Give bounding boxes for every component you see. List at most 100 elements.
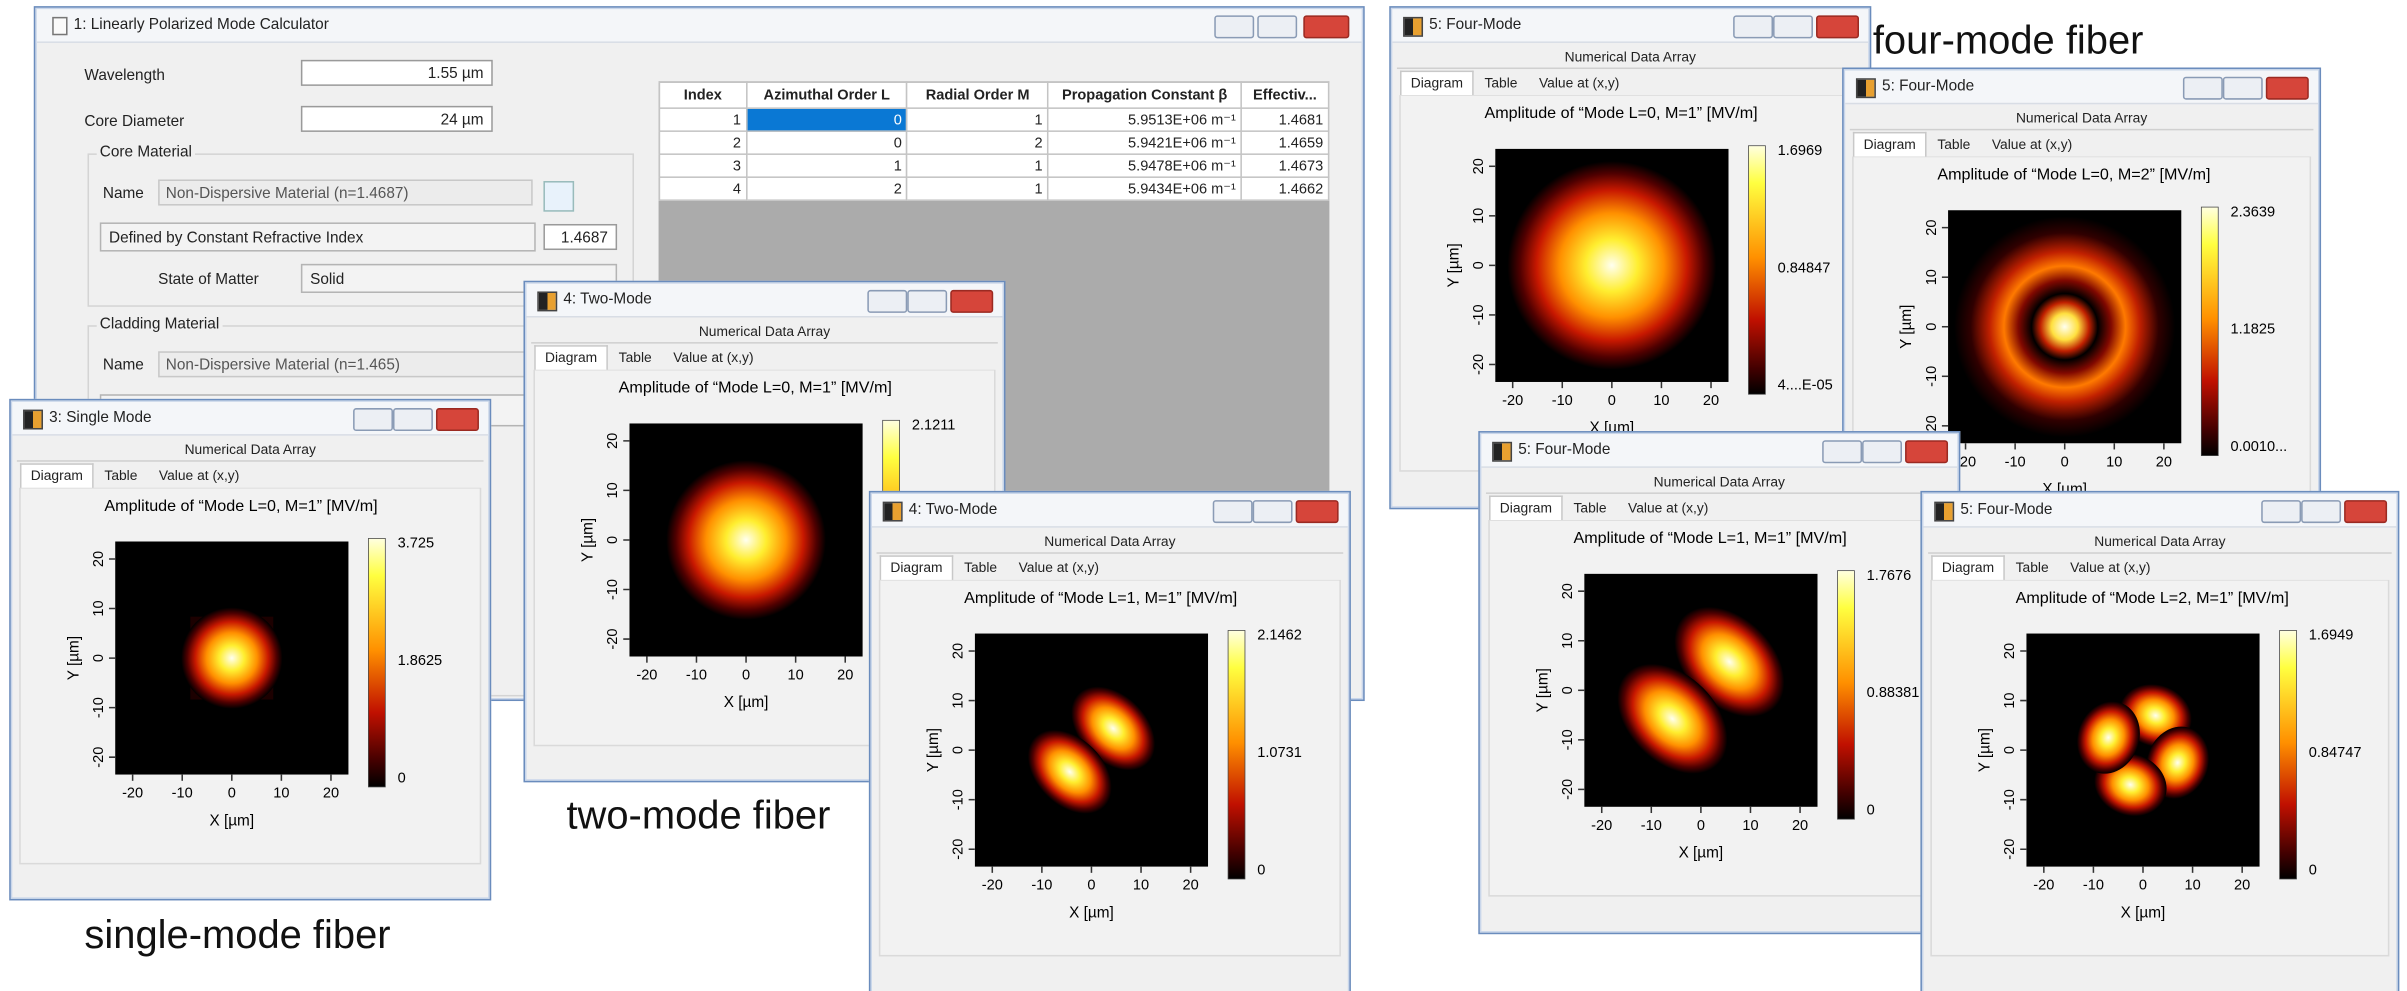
definition-dropdown[interactable]: Defined by Constant Refractive Index — [99, 222, 536, 252]
minimize-button[interactable] — [2261, 500, 2302, 524]
x-axis-label: X [µm] — [1679, 845, 1724, 862]
table-row[interactable]: 2 0 2 5.9421E+06 m⁻¹ 1.4659 — [658, 130, 1330, 155]
tab[interactable]: Table — [618, 349, 652, 366]
tab[interactable]: Diagram — [1489, 495, 1563, 522]
y-tick-label: -20 — [1471, 354, 1487, 375]
y-tick-label: 10 — [2002, 692, 2018, 708]
close-button[interactable] — [1905, 440, 1949, 464]
y-tick-label: 10 — [951, 692, 967, 708]
mode-spot — [666, 460, 826, 620]
table-row[interactable]: 1 0 1 5.9513E+06 m⁻¹ 1.4681 — [658, 107, 1330, 132]
maximize-button[interactable] — [1862, 440, 1902, 464]
colorbar-label: 0 — [1257, 862, 1265, 878]
tab[interactable]: Value at (x,y) — [673, 349, 754, 366]
x-tick-label: 10 — [2184, 878, 2200, 894]
close-button[interactable] — [2265, 76, 2309, 100]
tab[interactable]: Diagram — [1400, 70, 1474, 97]
title-bar: 4: Two-Mode — [526, 283, 1003, 318]
maximize-button[interactable] — [907, 289, 948, 313]
minimize-button[interactable] — [2182, 76, 2223, 100]
minimize-button[interactable] — [1212, 500, 1253, 524]
minimize-button[interactable] — [1822, 440, 1863, 464]
mode-lobe — [1617, 663, 1728, 774]
plot-title: Amplitude of “Mode L=2, M=1” [MV/m] — [2016, 589, 2289, 607]
tab[interactable]: Value at (x,y) — [1538, 75, 1620, 91]
tab[interactable]: Value at (x,y) — [1628, 500, 1709, 516]
x-tick-label: 0 — [742, 668, 750, 684]
maximize-button[interactable] — [1252, 500, 1293, 524]
y-tick-label: -10 — [605, 579, 621, 600]
table-cell: 0 — [745, 107, 908, 132]
maximize-button[interactable] — [2301, 500, 2342, 524]
close-button[interactable] — [1303, 15, 1350, 39]
x-tick-label: 20 — [837, 668, 853, 684]
y-tick-label: 0 — [91, 654, 107, 662]
wavelength-input[interactable]: 1.55 µm — [300, 59, 493, 86]
x-tick-label: 0 — [2061, 454, 2069, 470]
colorbar — [1227, 630, 1246, 880]
close-button[interactable] — [1295, 500, 1339, 524]
title-bar: 4: Two-Mode — [871, 493, 1348, 528]
y-tick-label: 0 — [605, 536, 621, 544]
tab[interactable]: Table — [1937, 136, 1971, 152]
maximize-button[interactable] — [2222, 76, 2263, 100]
close-button[interactable] — [2344, 500, 2388, 524]
maximize-button[interactable] — [1257, 15, 1298, 39]
colorbar-label: 2.1211 — [912, 418, 955, 434]
tab[interactable]: Table — [1484, 75, 1518, 91]
search-button[interactable] — [543, 181, 575, 212]
tab[interactable]: Diagram — [879, 555, 954, 582]
title-bar: 3: Single Mode — [12, 401, 489, 436]
tab[interactable]: Table — [2015, 559, 2049, 576]
x-tick-label: 10 — [1133, 878, 1149, 894]
minimize-button[interactable] — [1733, 15, 1774, 39]
x-tick-label: -10 — [1641, 818, 1662, 834]
tab-bar: Diagram Table Value at (x,y) — [1400, 70, 1630, 97]
colorbar — [1748, 145, 1766, 395]
y-axis-label: Y [µm] — [1534, 668, 1551, 712]
tab[interactable]: Value at (x,y) — [1018, 559, 1099, 576]
minimize-button[interactable] — [353, 408, 393, 432]
tab[interactable]: Diagram — [534, 345, 608, 372]
x-tick-label: 20 — [1703, 393, 1719, 409]
plot: Amplitude of “Mode L=0, M=1” [MV/m] 1.696… — [1399, 95, 1862, 472]
minimize-button[interactable] — [1214, 15, 1255, 39]
tab-bar: Diagram Table Value at (x,y) — [534, 345, 764, 372]
tab[interactable]: Value at (x,y) — [1991, 136, 2073, 152]
maximize-button[interactable] — [392, 408, 433, 432]
table-row[interactable]: 3 1 1 5.9478E+06 m⁻¹ 1.4673 — [658, 153, 1330, 178]
tab[interactable]: Table — [1573, 500, 1607, 516]
x-tick-label: 10 — [273, 786, 289, 802]
close-button[interactable] — [1816, 15, 1860, 39]
field-label: Name — [102, 357, 144, 375]
refractive-index-input[interactable]: 1.4687 — [543, 223, 618, 251]
table-row[interactable]: 4 2 1 5.9434E+06 m⁻¹ 1.4662 — [658, 176, 1330, 201]
colorbar — [2200, 206, 2219, 456]
x-tick-label: 20 — [1792, 818, 1808, 834]
tab[interactable]: Value at (x,y) — [158, 467, 240, 484]
tab[interactable]: Table — [964, 559, 998, 576]
x-tick-label: 0 — [228, 786, 236, 802]
y-tick-label: -10 — [2002, 789, 2018, 810]
tab[interactable]: Diagram — [1852, 131, 1927, 159]
tab[interactable]: Table — [104, 467, 138, 484]
x-tick-label: 20 — [2156, 454, 2172, 470]
column-header: Radial Order M — [906, 81, 1049, 109]
tab[interactable]: Value at (x,y) — [2070, 559, 2151, 576]
maximize-button[interactable] — [1773, 15, 1813, 39]
tab[interactable]: Diagram — [1931, 555, 2005, 582]
y-tick-label: -10 — [1471, 304, 1487, 325]
close-button[interactable] — [435, 408, 479, 432]
minimize-button[interactable] — [867, 289, 908, 313]
colorbar — [2279, 630, 2297, 880]
colorbar-label: 0.84847 — [1778, 260, 1831, 276]
lobes — [1617, 606, 1785, 774]
tab[interactable]: Diagram — [19, 463, 94, 490]
close-button[interactable] — [950, 289, 994, 313]
table-cell: 1.4681 — [1240, 107, 1330, 132]
x-tick-label: 10 — [1742, 818, 1758, 834]
tab-bar: Diagram Table Value at (x,y) — [19, 463, 250, 490]
x-tick-label: -20 — [122, 786, 143, 802]
core-diameter-input[interactable]: 24 µm — [300, 105, 493, 132]
heatmap — [629, 423, 863, 657]
